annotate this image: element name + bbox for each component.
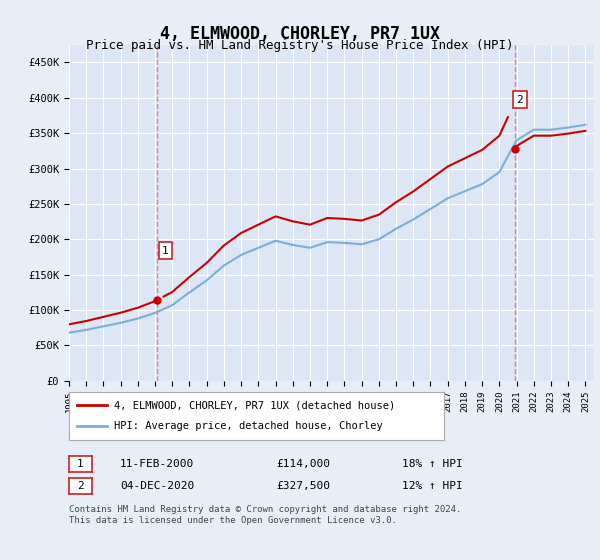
Text: 12% ↑ HPI: 12% ↑ HPI <box>402 481 463 491</box>
Text: HPI: Average price, detached house, Chorley: HPI: Average price, detached house, Chor… <box>114 421 383 431</box>
Text: 2: 2 <box>517 95 523 105</box>
Text: £114,000: £114,000 <box>276 459 330 469</box>
Text: 04-DEC-2020: 04-DEC-2020 <box>120 481 194 491</box>
Text: 4, ELMWOOD, CHORLEY, PR7 1UX: 4, ELMWOOD, CHORLEY, PR7 1UX <box>160 25 440 43</box>
Text: Contains HM Land Registry data © Crown copyright and database right 2024.
This d: Contains HM Land Registry data © Crown c… <box>69 505 461 525</box>
Text: 1: 1 <box>77 459 84 469</box>
Text: 1: 1 <box>162 246 169 256</box>
Text: 2: 2 <box>77 481 84 491</box>
Text: £327,500: £327,500 <box>276 481 330 491</box>
Text: 4, ELMWOOD, CHORLEY, PR7 1UX (detached house): 4, ELMWOOD, CHORLEY, PR7 1UX (detached h… <box>114 400 395 410</box>
Text: Price paid vs. HM Land Registry's House Price Index (HPI): Price paid vs. HM Land Registry's House … <box>86 39 514 52</box>
Text: 11-FEB-2000: 11-FEB-2000 <box>120 459 194 469</box>
Text: 18% ↑ HPI: 18% ↑ HPI <box>402 459 463 469</box>
